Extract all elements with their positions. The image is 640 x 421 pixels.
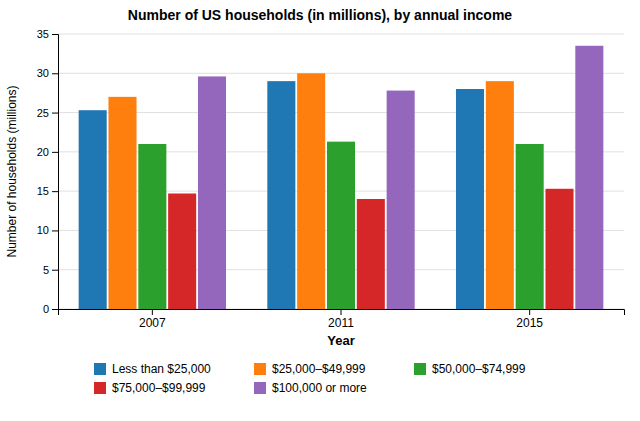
tick: 10: [37, 224, 58, 236]
legend-swatch: [254, 382, 266, 394]
bars: [79, 46, 604, 309]
legend-item: $50,000–$74,999: [414, 362, 526, 376]
bar: [168, 194, 196, 310]
tick: 2007: [139, 309, 166, 330]
legend-swatch: [94, 363, 106, 375]
tick-mark: [52, 152, 58, 153]
bar: [327, 142, 355, 309]
bar-series: [108, 73, 513, 309]
y-axis: 0 5 10 15 20 25 30 35: [37, 28, 59, 315]
tick-mark: [529, 309, 530, 315]
tick-label: 10: [37, 224, 49, 236]
tick-label: 25: [37, 107, 49, 119]
axis-line: [52, 35, 59, 310]
legend-label: $25,000–$49,999: [272, 362, 366, 376]
legend-item: $75,000–$99,999: [94, 381, 206, 395]
bar: [297, 73, 325, 309]
tick-mark: [52, 270, 58, 271]
tick: 2011: [328, 309, 354, 330]
title: Number of US households (in millions), b…: [128, 7, 512, 23]
y-axis-title: Number of households (millions): [5, 85, 19, 257]
tick-label: 5: [43, 264, 49, 276]
bar-series: [198, 46, 603, 309]
tick-mark: [52, 113, 58, 114]
bar: [545, 189, 573, 309]
grid-line: [58, 112, 624, 113]
grid-line: [58, 34, 624, 35]
tick-mark: [341, 309, 342, 315]
tick-label: 2015: [516, 316, 543, 330]
tick: 15: [37, 185, 58, 197]
bar-series: [79, 81, 484, 309]
bar: [357, 199, 385, 309]
legend-label: $75,000–$99,999: [112, 381, 206, 395]
bar: [267, 81, 295, 309]
legend-label: $100,000 or more: [272, 381, 367, 395]
tick: 30: [37, 67, 58, 79]
tick-label: 35: [37, 28, 49, 40]
tick-mark: [52, 309, 58, 310]
bar: [486, 81, 514, 309]
bar: [79, 110, 107, 309]
tick-label: 2011: [328, 316, 354, 330]
grid: [58, 34, 624, 309]
grid-line: [58, 73, 624, 74]
chart: Number of US households (in millions), b…: [0, 0, 640, 421]
bar: [387, 91, 415, 309]
axis-line: [59, 310, 625, 316]
tick-mark: [152, 309, 153, 315]
bar: [138, 144, 166, 309]
legend-label: Less than $25,000: [112, 362, 211, 376]
tick: 35: [37, 28, 58, 40]
tick-mark: [52, 191, 58, 192]
tick-mark: [52, 230, 58, 231]
legend-item: $100,000 or more: [254, 381, 367, 395]
legend-label: $50,000–$74,999: [432, 362, 526, 376]
x-axis-title: Year: [327, 333, 354, 348]
legend-swatch: [254, 363, 266, 375]
bar: [575, 46, 603, 309]
tick-label: 15: [37, 185, 49, 197]
tick: 5: [43, 264, 58, 276]
legend-item: $25,000–$49,999: [254, 362, 366, 376]
tick-mark: [52, 34, 58, 35]
bar-series: [168, 189, 573, 309]
bar: [108, 97, 136, 309]
legend-item: Less than $25,000: [94, 362, 211, 376]
tick: 25: [37, 107, 58, 119]
bar: [456, 89, 484, 309]
bar: [198, 76, 226, 309]
tick-label: 2007: [139, 316, 166, 330]
bar: [516, 144, 544, 309]
tick: 20: [37, 146, 58, 158]
tick-label: 30: [37, 67, 49, 79]
legend: Less than $25,000 $25,000–$49,999 $50,000–…: [94, 362, 526, 395]
tick: 2015: [516, 309, 543, 330]
legend-swatch: [94, 382, 106, 394]
x-axis: 2007 2011 2015: [59, 309, 625, 330]
tick-mark: [52, 73, 58, 74]
legend-swatch: [414, 363, 426, 375]
plot: 2007 2011 2015 0 5 10 15 20 25 30 35 Year Number of …: [5, 28, 625, 348]
tick-label: 0: [43, 303, 49, 315]
tick-label: 20: [37, 146, 49, 158]
tick: 0: [43, 303, 58, 315]
